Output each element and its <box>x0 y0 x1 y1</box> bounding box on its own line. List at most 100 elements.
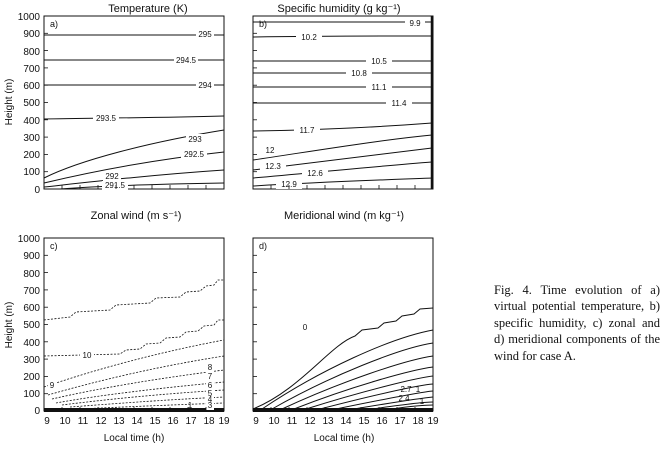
contour-label: 10.5 <box>371 57 387 66</box>
x-tick-11: 11 <box>287 416 298 427</box>
contour-label: 292.5 <box>184 150 205 159</box>
y-tick-400: 400 <box>23 116 40 127</box>
contour-6 <box>55 381 225 404</box>
panel-b: Specific humidity (g kg⁻¹) b) 9.9 10.2 1… <box>252 3 434 190</box>
y-tick-400: 400 <box>23 338 40 349</box>
panel-c-contour-labels: 10 9 8 7 6 5 4 3 1 <box>48 351 214 410</box>
x-tick-15: 15 <box>149 416 161 427</box>
y-tick-0: 0 <box>34 185 40 196</box>
contour-label: 2.4 <box>398 394 410 403</box>
x-tick-12: 12 <box>304 416 316 427</box>
contour-label: 10 <box>83 351 92 360</box>
contour-d4 <box>293 366 434 410</box>
y-tick-500: 500 <box>23 98 40 109</box>
contour-spare <box>44 242 224 344</box>
contour-d5 <box>305 375 434 410</box>
panel-c-label: c) <box>50 241 58 251</box>
panel-a-ylabel: Height (m) <box>4 79 15 126</box>
contour-label: 11.1 <box>372 83 388 92</box>
contour-291.5 <box>59 182 225 190</box>
x-tick-10: 10 <box>59 416 71 427</box>
panel-b-contour-labels: 9.9 10.2 10.5 10.8 11.1 11.4 11.7 12 12.… <box>260 18 425 189</box>
contour-label: 293 <box>188 135 202 144</box>
y-tick-600: 600 <box>23 81 40 92</box>
contour-label: 12.3 <box>265 162 281 171</box>
panel-c-frame <box>43 237 225 412</box>
contour-label: 9 <box>50 381 55 390</box>
x-tick-17: 17 <box>185 416 197 427</box>
panel-c-ylabel: Height (m) <box>4 302 15 349</box>
panel-a-contours <box>43 34 225 190</box>
x-tick-18: 18 <box>203 416 215 427</box>
y-tick-800: 800 <box>23 47 40 58</box>
contour-12.6 <box>252 161 433 179</box>
x-tick-9: 9 <box>44 416 50 427</box>
panel-b-label: b) <box>259 19 267 29</box>
contour-label: 3 <box>208 401 213 410</box>
contour-label: 11.4 <box>392 99 408 108</box>
panel-c-title: Zonal wind (m s⁻¹) <box>91 210 182 222</box>
panel-a: Temperature (K) a) Height (m) 1000 900 8… <box>4 3 225 196</box>
y-tick-700: 700 <box>23 286 40 297</box>
y-tick-1000: 1000 <box>18 12 41 23</box>
y-tick-100: 100 <box>23 389 40 400</box>
contour-label: 8 <box>208 363 213 372</box>
panel-d-x-ticks: 9 10 11 12 13 14 15 16 17 18 19 <box>253 416 439 427</box>
axis-tick-marks <box>43 15 434 412</box>
contour-label: 0 <box>303 323 308 332</box>
panel-d-contours <box>252 307 434 410</box>
y-tick-300: 300 <box>23 133 40 144</box>
contour-0 <box>252 307 434 410</box>
contour-d7 <box>335 390 434 410</box>
contour-label: 4 <box>208 395 213 404</box>
contour-label: 294 <box>198 81 212 90</box>
panel-b-title: Specific humidity (g kg⁻¹) <box>277 3 400 15</box>
panel-a-y-ticks: 1000 900 800 700 600 500 400 300 200 100… <box>18 12 41 196</box>
contour-label: 291.5 <box>105 181 126 190</box>
contour-label: 295 <box>198 30 212 39</box>
contour-label: 293.5 <box>96 114 117 123</box>
y-tick-900: 900 <box>23 251 40 262</box>
panel-c-xlabel: Local time (h) <box>104 433 165 444</box>
contour-d1 <box>261 329 434 410</box>
x-tick-14: 14 <box>131 416 143 427</box>
panel-d-xlabel: Local time (h) <box>314 433 375 444</box>
x-tick-16: 16 <box>167 416 179 427</box>
contour-label: 10.8 <box>351 69 367 78</box>
contour-d3 <box>281 355 434 410</box>
figure-caption: Fig. 4. Time evolution of a) virtual pot… <box>494 283 660 363</box>
contour-9 <box>43 339 225 388</box>
y-tick-0: 0 <box>34 406 40 417</box>
y-tick-200: 200 <box>23 372 40 383</box>
x-tick-17: 17 <box>394 416 406 427</box>
contour-7 <box>51 369 225 400</box>
panel-d-title: Meridional wind (m kg⁻¹) <box>284 210 404 222</box>
contour-293.5 <box>43 115 225 120</box>
x-tick-19: 19 <box>218 416 230 427</box>
contour-label: 10.2 <box>301 33 317 42</box>
contour-label: 294.5 <box>176 56 197 65</box>
y-tick-200: 200 <box>23 150 40 161</box>
panel-c: Zonal wind (m s⁻¹) c) Height (m) 100 0 90… <box>4 210 230 444</box>
y-tick-700: 700 <box>23 64 40 75</box>
y-tick-500: 500 <box>23 320 40 331</box>
contour-label: 1 <box>416 385 421 394</box>
x-tick-14: 14 <box>340 416 352 427</box>
contour-292 <box>43 169 225 188</box>
contour-5 <box>61 389 225 406</box>
panel-a-title: Temperature (K) <box>108 3 187 15</box>
contour-label: 1 <box>188 401 193 410</box>
panel-d-contour-labels: 0 2.7 1 2.4 1 <box>300 322 425 406</box>
x-tick-10: 10 <box>268 416 280 427</box>
y-tick-300: 300 <box>23 355 40 366</box>
contour-12 <box>252 134 433 161</box>
contour-label: 5 <box>208 389 213 398</box>
contour-d8 <box>353 396 434 410</box>
panel-c-x-ticks: 9 10 11 12 13 14 15 16 17 18 19 <box>44 416 230 427</box>
contour-label: 2.7 <box>400 385 412 394</box>
contour-4 <box>69 396 225 408</box>
contour-8 <box>47 355 225 396</box>
x-tick-16: 16 <box>376 416 388 427</box>
y-tick-100: 100 <box>23 167 40 178</box>
